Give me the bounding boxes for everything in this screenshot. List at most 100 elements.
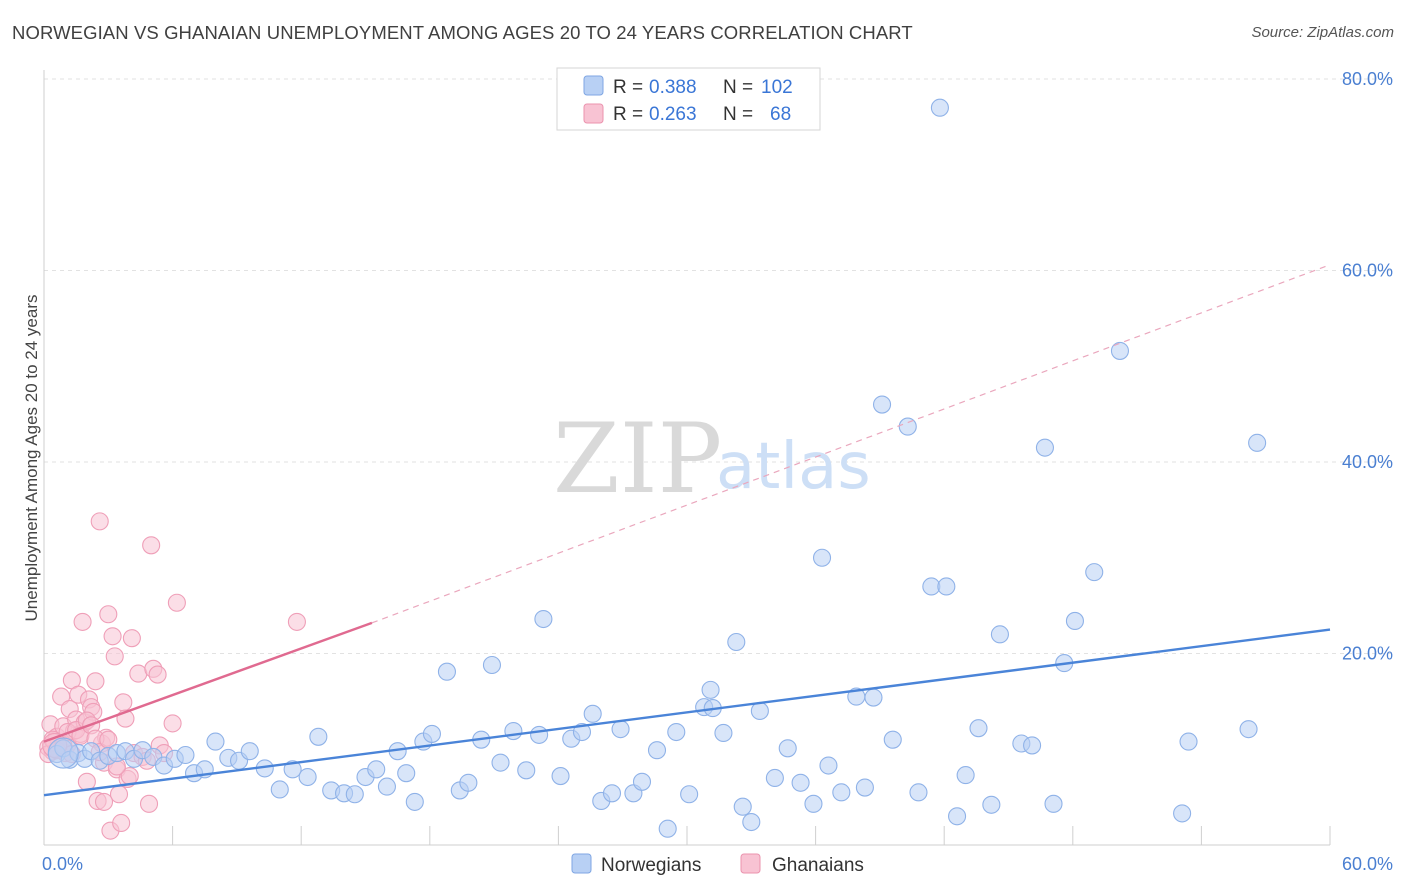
y-tick-label: 40.0% — [1342, 452, 1393, 472]
norwegians-point — [405, 792, 424, 811]
ghanaians-trend-extension — [371, 264, 1331, 624]
ghanaians-trend-line — [43, 621, 373, 743]
y-tick-labels: 20.0% 40.0% 60.0% 80.0% — [1342, 69, 1393, 664]
ghanaians-point — [139, 794, 159, 813]
norwegians-point — [1044, 794, 1063, 813]
norwegians-point — [422, 724, 441, 743]
norwegians-point — [632, 772, 652, 791]
norwegians-point — [309, 727, 328, 746]
legend-r-value-1: 0.388 — [649, 77, 697, 98]
ghanaians-point — [142, 536, 161, 555]
norwegians-point — [832, 783, 851, 802]
legend-r-label-2: R = — [613, 104, 643, 125]
norwegians-trend-line — [43, 628, 1331, 797]
legend-n-value-2: 68 — [770, 104, 791, 125]
norwegians-point — [791, 773, 810, 792]
norwegians-point — [1023, 736, 1042, 755]
ghanaians-point — [103, 627, 122, 646]
norwegians-point — [206, 732, 225, 751]
legend-r-label-1: R = — [613, 77, 643, 98]
norwegians-point — [742, 812, 761, 832]
norwegians-point — [909, 783, 928, 802]
ghanaians-point — [86, 672, 105, 691]
ghanaians-point — [148, 665, 167, 684]
norwegians-point — [1248, 433, 1267, 452]
ghanaians-point — [94, 792, 114, 811]
x-tick-label: 60.0% — [1342, 854, 1393, 874]
ghanaians-point — [109, 785, 129, 804]
norwegians-point — [948, 807, 967, 826]
norwegians-point — [883, 730, 902, 749]
bottom-legend-swatch-norwegians — [571, 853, 592, 874]
trend-lines — [43, 264, 1331, 797]
legend-box: R = 0.388 N = 102 R = 0.263 N = 68 — [556, 67, 821, 131]
x-tick-label: 0.0% — [42, 854, 83, 874]
bottom-legend-swatch-ghanaians — [740, 853, 761, 874]
norwegians-point — [733, 797, 752, 816]
y-tick-label: 60.0% — [1342, 261, 1393, 281]
norwegians-point — [602, 784, 622, 803]
ghanaians-point — [287, 612, 306, 631]
norwegians-point — [1179, 732, 1198, 751]
norwegians-point — [855, 778, 874, 797]
norwegians-point — [1239, 720, 1258, 739]
norwegians-point — [701, 680, 720, 699]
norwegians-point — [898, 417, 917, 436]
norwegians-point — [437, 662, 456, 681]
norwegians-point — [345, 785, 364, 804]
bottom-legend: Norwegians Ghanaians — [571, 853, 864, 876]
norwegians-point — [270, 780, 289, 799]
norwegians-point — [1085, 563, 1104, 582]
norwegians-point — [459, 773, 478, 792]
norwegians-point — [367, 760, 386, 779]
legend-swatch-ghanaians — [583, 103, 604, 124]
x-minor-ticks — [43, 826, 1331, 845]
norwegians-point — [283, 760, 302, 779]
norwegians-point — [583, 704, 602, 723]
norwegians-point — [667, 722, 686, 742]
ghanaians-point — [112, 813, 131, 833]
norwegians-point — [922, 577, 941, 596]
norwegians-point — [517, 761, 536, 780]
source-label: Source: ZipAtlas.com — [1251, 24, 1394, 41]
norwegians-point — [714, 723, 733, 743]
ghanaians-point — [129, 664, 148, 683]
norwegians-point — [990, 625, 1009, 644]
ghanaians-point — [114, 693, 133, 712]
legend-n-label-2: N = — [723, 104, 753, 125]
y-tick-label: 20.0% — [1342, 644, 1393, 664]
norwegians-point — [727, 632, 746, 652]
norwegians-point — [176, 745, 195, 765]
ghanaians-point — [99, 605, 118, 624]
norwegians-point — [812, 548, 832, 567]
norwegians-point — [658, 819, 677, 838]
norwegians-point — [1110, 341, 1130, 360]
norwegians-point — [530, 725, 549, 744]
ghanaians-point — [167, 593, 186, 612]
bottom-legend-label-norwegians: Norwegians — [601, 855, 701, 876]
norwegians-point — [397, 764, 416, 783]
norwegians-point — [937, 577, 956, 596]
bottom-legend-label-ghanaians: Ghanaians — [772, 855, 864, 876]
watermark-atlas: atlas — [716, 430, 871, 504]
legend-n-label-1: N = — [723, 77, 753, 98]
legend-n-value-1: 102 — [761, 77, 793, 98]
chart-title: NORWEGIAN VS GHANAIAN UNEMPLOYMENT AMONG… — [12, 22, 913, 43]
norwegians-point — [647, 741, 667, 760]
norwegians-point — [551, 767, 570, 786]
norwegians-point — [47, 737, 79, 769]
norwegians-point — [1173, 804, 1192, 823]
gridlines — [44, 78, 1392, 654]
norwegians-point — [572, 722, 592, 742]
y-axis-label: Unemployment Among Ages 20 to 24 years — [22, 295, 41, 622]
norwegians-point — [240, 742, 259, 761]
x-tick-labels: 0.0% 60.0% — [42, 854, 1393, 874]
norwegians-point — [969, 719, 988, 738]
norwegians-point — [778, 739, 797, 758]
norwegians-point — [611, 720, 630, 739]
norwegians-point — [930, 98, 949, 117]
norwegians-point — [819, 756, 838, 775]
norwegians-point — [491, 753, 510, 772]
norwegians-point — [765, 768, 784, 788]
